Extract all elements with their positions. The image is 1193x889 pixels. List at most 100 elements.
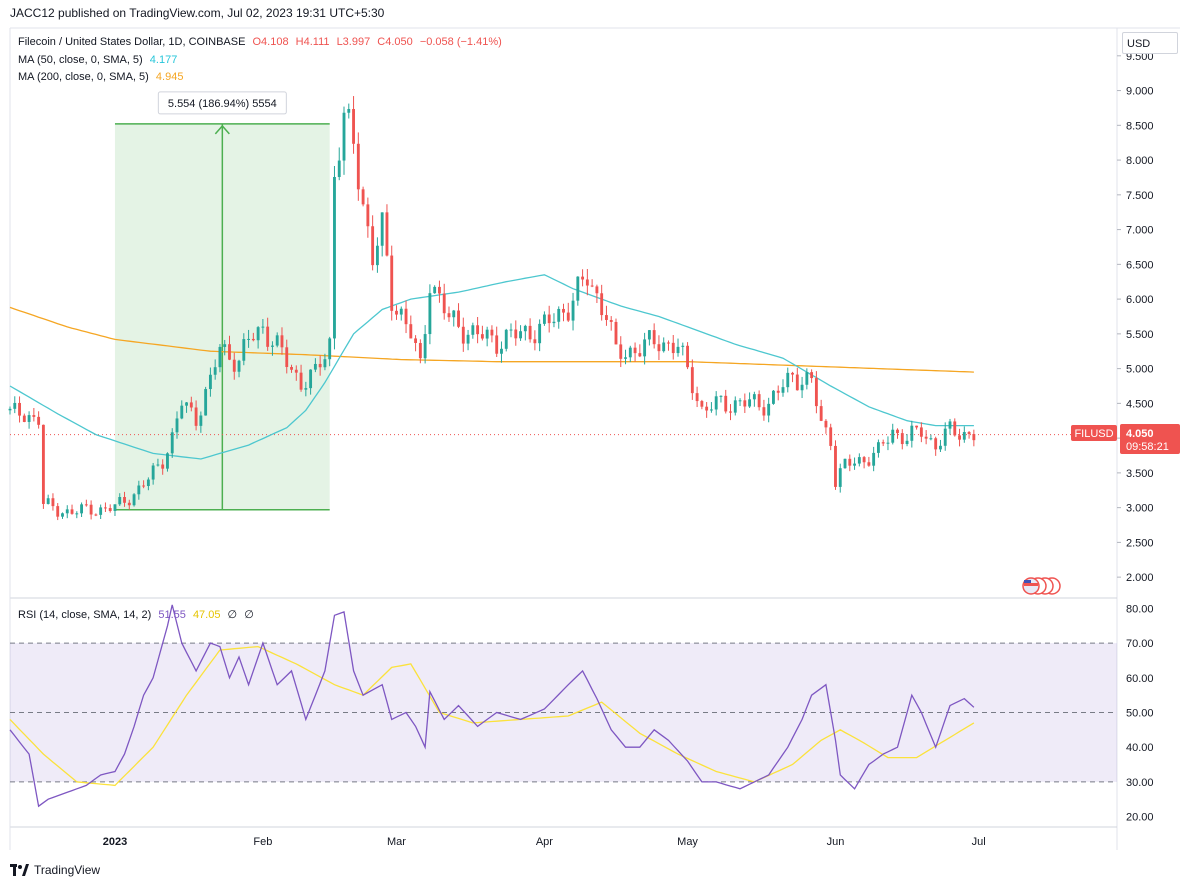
measure-label-box: [157, 91, 287, 115]
price-tick-label: 3.000: [1126, 503, 1154, 515]
candle-body: [500, 348, 503, 354]
candle-body: [56, 506, 60, 517]
candle-body: [166, 453, 169, 469]
candle-body: [457, 310, 460, 327]
ma50-value: 4.177: [149, 54, 178, 66]
candle-body: [461, 326, 465, 344]
price-tick-label: 7.500: [1126, 190, 1154, 202]
candle-body: [380, 212, 384, 246]
candlestick-series[interactable]: [8, 96, 976, 521]
candle-body: [395, 310, 398, 315]
candle-body: [84, 504, 88, 506]
candle-body: [428, 293, 432, 335]
rsi-label: RSI (14, close, SMA, 14, 2): [18, 609, 152, 621]
candle-body: [676, 346, 680, 354]
candle-body: [223, 344, 227, 347]
candle-body: [533, 339, 537, 344]
candle-body: [266, 326, 270, 347]
candle-body: [724, 395, 728, 412]
ma50-line[interactable]: [9, 274, 974, 460]
symbol-name: Filecoin / United States Dollar, 1D, COI…: [18, 36, 246, 48]
price-tick-label: 7.000: [1126, 225, 1154, 237]
price-tick-label: 8.500: [1126, 120, 1154, 132]
candle-body: [46, 498, 50, 504]
candle-body: [571, 300, 575, 321]
candle-body: [247, 338, 251, 340]
symbol-tag-text: FILUSD: [1074, 428, 1113, 440]
candle-body: [862, 457, 866, 463]
candle-body: [829, 427, 833, 446]
candle-body: [628, 347, 632, 358]
economic-events-icon[interactable]: [1022, 577, 1061, 595]
candle-body: [318, 363, 322, 368]
candle-body: [375, 245, 379, 266]
candle-body: [939, 445, 942, 450]
candle-body: [290, 367, 293, 370]
price-tick-label: 9.000: [1126, 86, 1154, 98]
candle-body: [309, 369, 313, 389]
candle-body: [605, 315, 608, 320]
candle-body: [705, 406, 709, 411]
candle-body: [848, 458, 852, 466]
candle-body: [733, 400, 737, 413]
candle-body: [232, 359, 236, 372]
candle-body: [208, 374, 212, 390]
candle-body: [485, 329, 489, 339]
candle-body: [896, 429, 899, 434]
candle-body: [934, 438, 938, 450]
candle-body: [156, 464, 160, 466]
candle-body: [972, 433, 976, 441]
candle-body: [609, 319, 613, 322]
rsi-line[interactable]: [9, 604, 975, 808]
candle-body: [967, 432, 971, 434]
candle-body: [805, 372, 809, 385]
candle-body: [438, 286, 441, 294]
candle-body: [261, 326, 265, 328]
tradingview-logo[interactable]: TradingView: [10, 863, 100, 877]
time-axis[interactable]: 2023 Feb Mar Apr May Jun Jul: [103, 836, 986, 848]
candle-body: [557, 308, 561, 322]
candle-body: [752, 394, 756, 400]
price-axis[interactable]: 9.5009.0008.5008.0007.5007.0006.5006.000…: [1117, 51, 1154, 584]
candle-body: [772, 390, 775, 404]
rsi-ma-line[interactable]: [9, 645, 975, 787]
rsi-axis[interactable]: 80.00 70.00 60.00 50.00 40.00 30.00 20.00: [1126, 603, 1154, 823]
candle-body: [819, 406, 823, 421]
candle-body: [919, 427, 923, 437]
time-tick-label: Jul: [972, 836, 986, 848]
time-tick-label: Apr: [536, 836, 553, 848]
candle-body: [953, 421, 957, 436]
candle-body: [843, 458, 847, 469]
candle-body: [891, 429, 895, 443]
measure-tool[interactable]: 5.554 (186.94%) 5554: [114, 91, 330, 511]
candle-body: [328, 338, 332, 360]
candle-body: [857, 457, 861, 464]
candle-body: [242, 339, 246, 361]
candle-body: [962, 432, 966, 440]
candle-body: [404, 308, 408, 325]
candle-body: [786, 372, 790, 388]
ohlc-open: O4.108: [252, 36, 289, 48]
candle-body: [108, 508, 112, 511]
candle-body: [185, 402, 188, 406]
rsi-ma-value: 47.05: [192, 609, 221, 621]
candle-body: [41, 424, 45, 504]
rsi-tick-label: 70.00: [1126, 638, 1154, 650]
candle-body: [519, 331, 522, 339]
candle-body: [51, 498, 55, 507]
candle-body: [581, 276, 585, 280]
candle-body: [8, 408, 12, 411]
candle-body: [452, 310, 456, 318]
currency-selector[interactable]: USD: [1122, 32, 1178, 54]
candle-body: [37, 416, 41, 425]
candle-body: [743, 400, 747, 407]
candle-body: [366, 204, 370, 227]
price-tick-label: 2.000: [1126, 572, 1154, 584]
candle-body: [399, 308, 403, 315]
candle-body: [638, 353, 642, 357]
candle-body: [194, 407, 198, 426]
candle-body: [915, 425, 919, 428]
price-tick-label: 5.000: [1126, 364, 1154, 376]
ma200-line[interactable]: [9, 306, 974, 373]
